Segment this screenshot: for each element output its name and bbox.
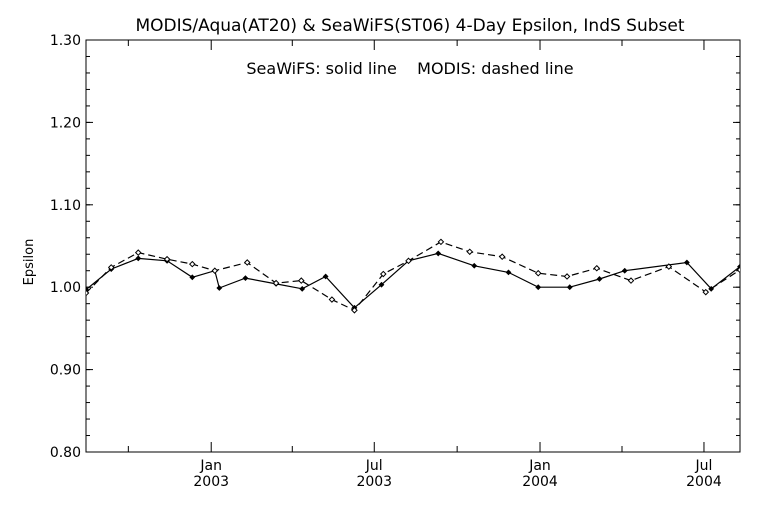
data-point-seawifs bbox=[621, 267, 628, 274]
series-layer bbox=[86, 238, 740, 314]
data-point-seawifs bbox=[135, 255, 142, 262]
x-tick-month: Jul bbox=[365, 458, 383, 474]
line-style-legend: SeaWiFS: solid line MODIS: dashed line bbox=[246, 59, 573, 78]
x-tick-month: Jan bbox=[528, 458, 551, 474]
data-point-modis bbox=[351, 306, 358, 314]
data-point-modis bbox=[243, 259, 251, 266]
data-point-modis bbox=[272, 279, 280, 287]
y-tick-label: 0.90 bbox=[50, 363, 81, 379]
data-point-modis bbox=[328, 296, 336, 303]
data-point-modis bbox=[134, 249, 142, 256]
data-point-modis bbox=[736, 266, 740, 274]
data-point-modis bbox=[163, 255, 171, 263]
data-point-modis bbox=[107, 264, 115, 271]
y-axis-label: Epsilon bbox=[22, 239, 37, 286]
data-point-modis bbox=[211, 267, 219, 275]
data-point-modis bbox=[627, 277, 635, 284]
data-point-seawifs bbox=[242, 275, 249, 282]
y-tick-label: 1.00 bbox=[50, 280, 81, 296]
x-tick-month: Jul bbox=[695, 458, 713, 474]
data-point-modis bbox=[379, 270, 387, 278]
y-tick-label: 1.30 bbox=[50, 33, 81, 49]
data-point-modis bbox=[297, 277, 305, 284]
data-point-modis bbox=[563, 273, 571, 280]
data-point-modis bbox=[86, 289, 90, 297]
y-tick-label: 1.20 bbox=[50, 115, 81, 131]
series-line-modis bbox=[86, 241, 740, 312]
data-point-modis bbox=[437, 238, 445, 246]
data-point-seawifs bbox=[378, 281, 385, 288]
data-point-modis bbox=[498, 253, 506, 261]
series-line-seawifs bbox=[86, 252, 740, 309]
series-modis bbox=[86, 238, 740, 314]
x-tick-year: 2004 bbox=[522, 474, 558, 490]
plot-frame bbox=[85, 39, 741, 453]
data-point-modis bbox=[702, 288, 710, 296]
y-tick-label: 1.10 bbox=[50, 198, 81, 214]
data-point-seawifs bbox=[535, 284, 542, 291]
y-axis: 0.80 0.90 1.00 1.10 1.20 1.30 bbox=[50, 33, 740, 461]
data-point-seawifs bbox=[189, 274, 196, 281]
data-point-modis bbox=[665, 263, 673, 270]
data-point-modis bbox=[405, 257, 412, 265]
y-tick-label: 0.80 bbox=[50, 445, 81, 461]
x-tick-year: 2003 bbox=[193, 474, 229, 490]
data-point-seawifs bbox=[471, 262, 478, 269]
data-point-modis bbox=[188, 260, 196, 268]
series-seawifs bbox=[86, 250, 740, 311]
chart-title: MODIS/Aqua(AT20) & SeaWiFS(ST06) 4-Day E… bbox=[135, 16, 684, 36]
data-point-modis bbox=[466, 248, 474, 256]
data-point-seawifs bbox=[322, 273, 329, 280]
data-point-seawifs bbox=[566, 284, 573, 291]
data-point-seawifs bbox=[299, 285, 306, 292]
x-tick-year: 2003 bbox=[356, 474, 392, 490]
x-tick-month: Jan bbox=[199, 458, 222, 474]
data-point-seawifs bbox=[683, 259, 690, 266]
data-point-seawifs bbox=[505, 269, 512, 276]
data-point-modis bbox=[593, 264, 601, 272]
data-point-seawifs bbox=[435, 250, 442, 257]
data-point-modis bbox=[534, 269, 542, 277]
data-point-seawifs bbox=[216, 285, 223, 291]
x-tick-year: 2004 bbox=[686, 474, 722, 490]
data-point-seawifs bbox=[596, 276, 603, 282]
